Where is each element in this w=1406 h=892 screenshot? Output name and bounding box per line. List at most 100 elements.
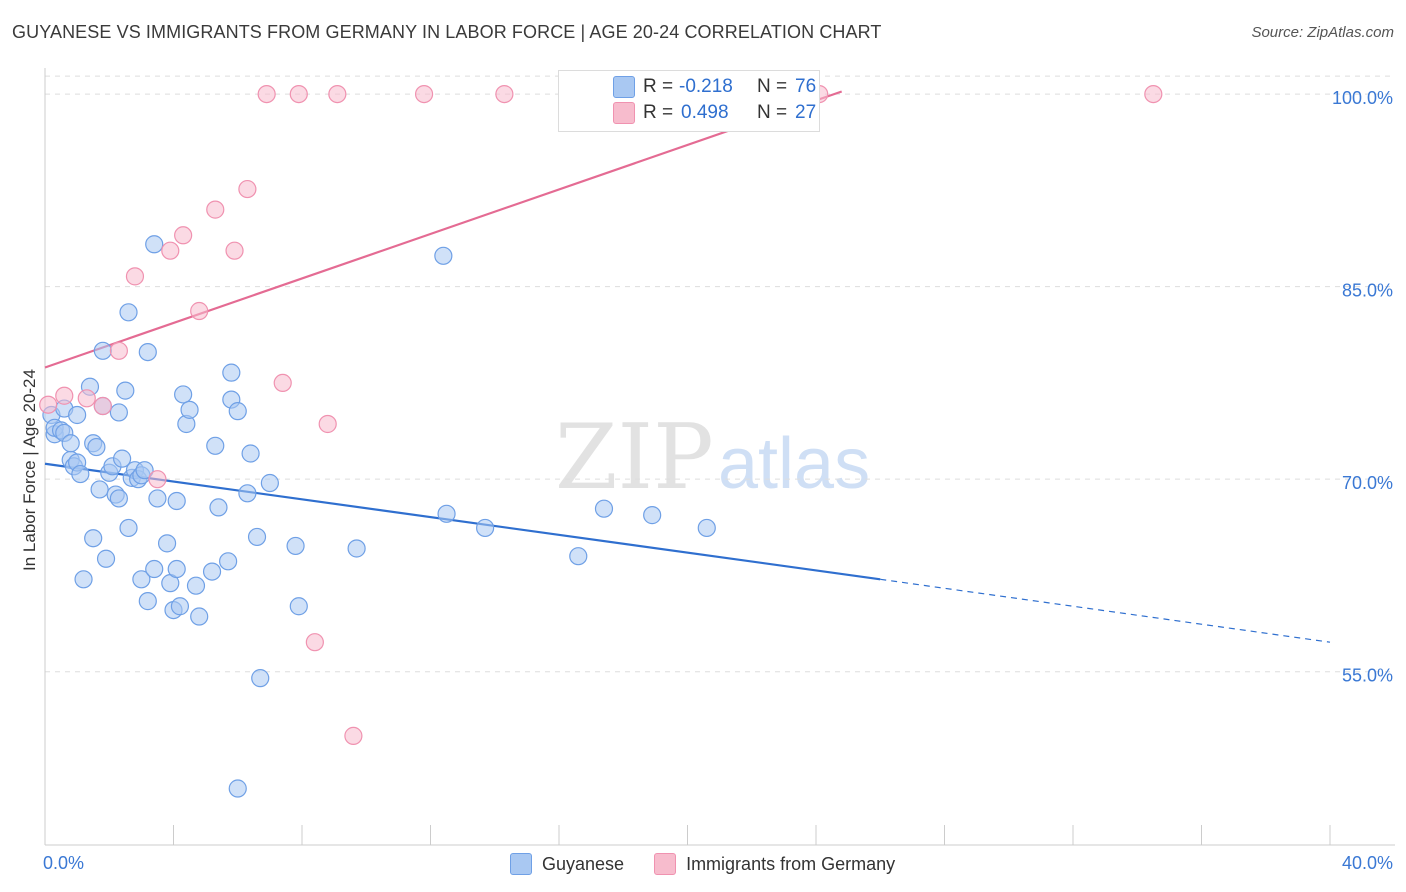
point-germany xyxy=(109,341,128,360)
point-guyanese xyxy=(148,489,167,508)
point-germany xyxy=(344,726,363,745)
point-guyanese xyxy=(87,437,106,457)
point-guyanese xyxy=(476,518,495,538)
stats-box: R = -0.218 N = 76 R = 0.498 N = 27 xyxy=(558,70,820,132)
point-germany xyxy=(305,633,324,652)
point-germany xyxy=(174,226,193,245)
point-guyanese xyxy=(145,559,164,579)
point-guyanese xyxy=(437,504,456,523)
point-guyanese xyxy=(74,570,93,589)
point-guyanese xyxy=(219,552,238,571)
stats-r-value: 0.498 xyxy=(681,102,729,123)
point-guyanese xyxy=(569,547,588,566)
point-guyanese xyxy=(289,597,308,616)
point-germany xyxy=(257,84,276,104)
trend-line-extension xyxy=(880,578,1331,643)
point-guyanese xyxy=(71,464,90,484)
point-germany xyxy=(318,414,337,434)
point-guyanese xyxy=(119,518,138,538)
stats-r-value: -0.218 xyxy=(679,76,733,97)
point-germany xyxy=(289,84,308,104)
stats-swatch-germany xyxy=(613,102,635,124)
point-guyanese xyxy=(167,559,186,579)
point-guyanese xyxy=(109,489,128,508)
point-guyanese xyxy=(347,539,366,558)
x-tick-labels: 0.0% 40.0% xyxy=(43,853,1393,873)
point-germany xyxy=(328,84,347,104)
y-tick-label: 55.0% xyxy=(1342,666,1393,686)
point-guyanese xyxy=(93,341,112,360)
point-guyanese xyxy=(206,436,225,455)
point-guyanese xyxy=(157,534,177,553)
point-guyanese xyxy=(209,498,228,517)
point-guyanese xyxy=(68,405,87,425)
point-guyanese xyxy=(167,491,186,511)
point-guyanese xyxy=(180,400,199,419)
gridlines xyxy=(45,75,1395,673)
point-guyanese xyxy=(222,363,241,382)
legend-item-germany[interactable]: Immigrants from Germany xyxy=(654,853,895,875)
point-germany xyxy=(161,241,180,260)
watermark-atlas: atlas xyxy=(718,424,870,504)
point-guyanese xyxy=(174,385,193,404)
point-guyanese xyxy=(434,246,453,265)
point-germany xyxy=(55,386,74,405)
trend-line-germany xyxy=(44,90,843,369)
point-guyanese xyxy=(238,484,257,503)
point-germany xyxy=(77,389,96,408)
stats-n-value: 27 xyxy=(795,102,817,123)
point-guyanese xyxy=(138,342,157,362)
point-guyanese xyxy=(186,576,206,595)
legend-label: Immigrants from Germany xyxy=(686,853,896,874)
y-tick-label: 85.0% xyxy=(1342,281,1393,301)
point-guyanese xyxy=(643,506,662,525)
point-guyanese xyxy=(84,529,103,548)
y-tick-label: 70.0% xyxy=(1342,473,1393,493)
point-guyanese xyxy=(594,499,614,518)
point-guyanese xyxy=(135,461,154,480)
point-guyanese xyxy=(247,527,267,547)
point-germany xyxy=(225,241,244,260)
point-germany xyxy=(495,84,514,104)
point-guyanese xyxy=(138,592,157,611)
point-guyanese xyxy=(190,607,209,626)
legend-swatch-germany xyxy=(654,853,677,875)
x-tick-label: 40.0% xyxy=(1342,853,1393,873)
data-points xyxy=(39,84,1163,798)
watermark-zip: ZIP xyxy=(555,405,714,510)
legend-item-guyanese[interactable]: Guyanese xyxy=(510,853,624,875)
point-germany xyxy=(238,179,257,199)
point-guyanese xyxy=(109,403,128,422)
point-guyanese xyxy=(90,480,109,499)
point-guyanese xyxy=(286,536,305,556)
legend: Guyanese Immigrants from Germany xyxy=(510,850,895,878)
point-guyanese xyxy=(96,549,116,568)
y-tick-labels: 55.0% 70.0% 85.0% 100.0% xyxy=(1332,88,1393,686)
point-guyanese xyxy=(228,779,247,798)
point-guyanese xyxy=(132,570,151,589)
point-guyanese xyxy=(228,402,247,421)
point-guyanese xyxy=(251,669,270,688)
chart-title: GUYANESE VS IMMIGRANTS FROM GERMANY IN L… xyxy=(12,22,882,42)
x-tick-label: 0.0% xyxy=(43,853,84,873)
point-guyanese xyxy=(119,303,138,322)
point-guyanese xyxy=(145,235,164,254)
point-germany xyxy=(39,395,58,414)
point-germany xyxy=(206,200,225,219)
trend-line-guyanese xyxy=(44,462,881,581)
point-guyanese xyxy=(260,473,279,493)
point-guyanese xyxy=(170,597,190,616)
point-guyanese xyxy=(697,518,716,538)
stats-n-label: N = xyxy=(757,102,788,123)
watermark: ZIP atlas xyxy=(555,405,870,510)
legend-label: Guyanese xyxy=(542,853,625,874)
point-guyanese xyxy=(112,449,132,468)
point-guyanese xyxy=(116,381,135,400)
axes xyxy=(44,68,1395,846)
point-guyanese xyxy=(61,434,80,453)
stats-n-value: 76 xyxy=(795,76,817,97)
stats-r-label: R = xyxy=(643,76,674,97)
point-germany xyxy=(190,301,209,321)
point-germany xyxy=(125,267,145,286)
